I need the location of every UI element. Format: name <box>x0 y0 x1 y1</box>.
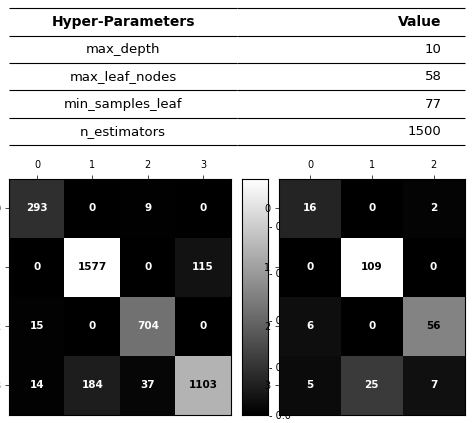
Text: 6: 6 <box>306 321 314 331</box>
Text: 14: 14 <box>30 380 45 390</box>
Text: 0: 0 <box>144 262 151 272</box>
Text: 0: 0 <box>200 321 207 331</box>
Text: 1577: 1577 <box>78 262 107 272</box>
Text: 0: 0 <box>89 321 96 331</box>
Text: 109: 109 <box>361 262 383 272</box>
Text: 0: 0 <box>430 262 437 272</box>
Text: 0: 0 <box>89 203 96 213</box>
Text: 0: 0 <box>368 321 375 331</box>
Text: 15: 15 <box>30 321 45 331</box>
Text: 0: 0 <box>34 262 41 272</box>
Text: 1103: 1103 <box>189 380 218 390</box>
Text: 115: 115 <box>192 262 214 272</box>
Text: 293: 293 <box>27 203 48 213</box>
Text: 25: 25 <box>365 380 379 390</box>
Text: 7: 7 <box>430 380 438 390</box>
Text: 37: 37 <box>140 380 155 390</box>
Text: 0: 0 <box>200 203 207 213</box>
Text: 9: 9 <box>144 203 151 213</box>
Text: 0: 0 <box>368 203 375 213</box>
Text: 56: 56 <box>426 321 441 331</box>
Text: 5: 5 <box>306 380 314 390</box>
Text: 704: 704 <box>137 321 159 331</box>
Text: 16: 16 <box>303 203 317 213</box>
Text: 0: 0 <box>306 262 314 272</box>
Text: 2: 2 <box>430 203 437 213</box>
Text: 184: 184 <box>82 380 103 390</box>
